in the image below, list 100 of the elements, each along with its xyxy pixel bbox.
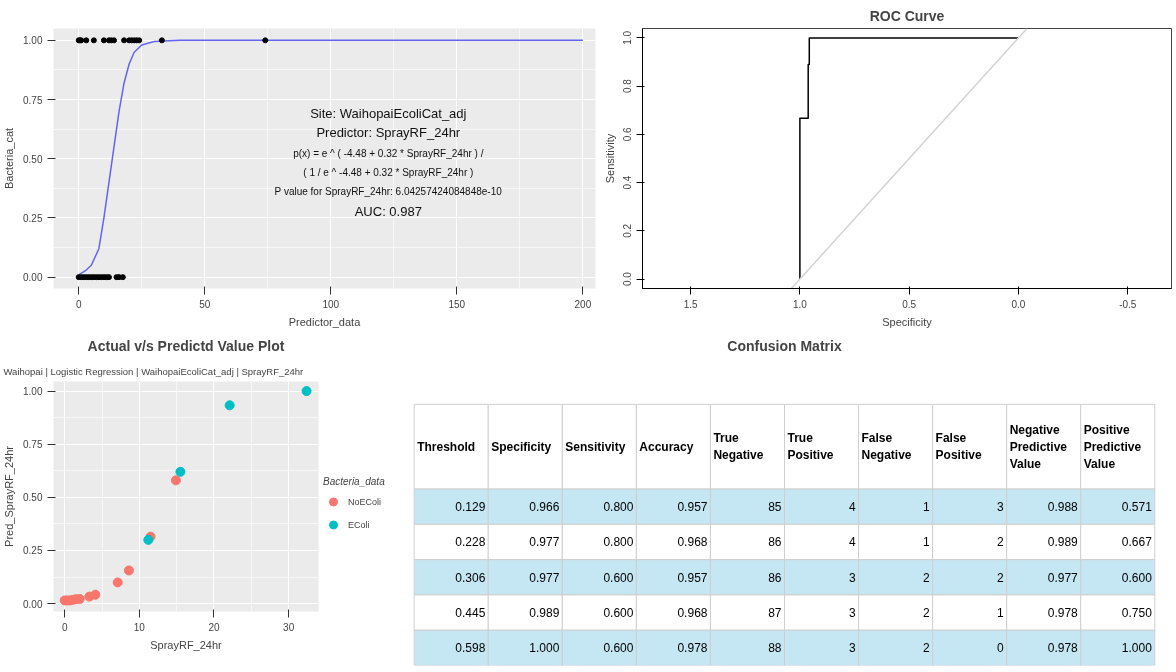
text: 2 [922,570,930,585]
text: 0.968 [677,606,708,621]
text: 2 [922,606,930,621]
text: 0.600 [1121,570,1152,585]
text: 2 [997,535,1004,550]
y-tick-label: 0.00 [23,272,43,284]
text: 0.571 [1121,500,1152,515]
text: 1 [997,606,1004,621]
text: 0.800 [603,500,634,515]
x-axis-title: SprayRF_24hr [150,638,223,651]
text: 2 [997,570,1004,585]
text: 1.000 [529,641,560,656]
text: 0.667 [1121,535,1152,550]
x-tick-label: 150 [448,298,466,310]
y-tick-label: 0.50 [23,153,43,165]
y-tick-label: 0.8 [622,78,634,94]
text: 0.989 [1047,535,1078,550]
text: 0.598 [455,641,486,656]
y-tick-label: 0.0 [622,271,634,287]
text: Confusion Matrix [727,337,842,354]
x-tick-label: 100 [322,298,340,310]
text: 4 [848,500,856,515]
x-tick-label: -0.5 [1119,298,1137,310]
y-tick-label: 1.00 [23,386,43,398]
x-tick-label: 0.0 [1011,298,1026,310]
y-tick-label: 0.2 [622,223,634,238]
text: 87 [768,606,782,621]
y-tick-label: 0.4 [622,175,634,190]
chart-subtitle: Waihopai | Logistic Regression | WaihopaiEcoliCat_adj | SprayRF_24hr [3,365,304,377]
text: 0.978 [1047,641,1078,656]
y-tick-label: 1.0 [622,30,634,45]
category-label: True Negative [713,431,764,463]
annotation: p(x) = e ^ ( -4.48 + 0.32 * SprayRF_24hr ) / [293,148,484,160]
y-axis-title: Bacteria_cat [3,127,16,190]
x-tick-label: 0.5 [902,298,917,310]
text: 86 [768,535,782,550]
text: 1 [922,500,930,515]
text: 0.445 [455,606,486,621]
text: 2 [922,641,930,656]
y-tick-label: 0.25 [23,545,43,557]
y-axis-title: Sensitivity [603,133,616,184]
text: 1.000 [1121,641,1152,656]
text: 0.800 [603,535,634,550]
y-tick-label: 0.50 [23,492,43,504]
text: 0.977 [529,535,560,550]
legend-title: Bacteria_data [323,475,385,486]
text: 0.966 [529,500,560,515]
text: 0.977 [1047,570,1078,585]
text: 0.968 [677,535,708,550]
x-axis-title: Specificity [882,315,933,328]
y-axis-title: Pred_SprayRF_24hr [3,445,16,547]
annotation: Predictor: SprayRF_24hr [316,125,461,141]
x-tick-label: 30 [283,621,295,633]
text: 0.600 [603,641,634,656]
text: 3 [848,641,856,656]
chart-title: Actual v/s Predictd Value Plot [87,337,285,354]
text: 0.228 [455,535,486,550]
category-label: True Positive [787,431,834,463]
legend-label: NoEColi [348,496,382,506]
text: 0.750 [1121,606,1152,621]
x-tick-label: 1.5 [683,298,698,310]
text: 0.957 [677,570,708,585]
y-tick-label: 0.00 [23,598,43,610]
annotation: AUC: 0.987 [354,204,422,220]
x-axis-title: Predictor_data [288,315,362,328]
text: 0.129 [455,500,486,515]
y-tick-label: 0.75 [23,439,43,451]
category-label: Threshold [417,439,476,454]
category-label: False Positive [935,431,982,463]
x-tick-label: 10 [133,621,146,633]
text: 0.306 [455,570,486,585]
text: 0.978 [677,641,708,656]
x-tick-label: 1.0 [792,298,808,310]
text: 3 [997,500,1004,515]
annotation: P value for SprayRF_24hr: 6.04257424084848e-10 [274,186,503,198]
text: 3 [848,570,856,585]
text: 0.978 [1047,606,1078,621]
text: 0.989 [529,606,560,621]
category-label: Sensitivity [565,439,626,454]
legend-label: EColi [348,519,370,529]
text: 0 [997,641,1004,656]
chart-title: ROC Curve [869,7,945,24]
text: 0.977 [529,570,560,585]
y-tick-label: 0.75 [23,94,43,106]
category-label: Negative Predictive Value [1009,422,1068,471]
category-label: False Negative [861,431,912,463]
y-tick-label: 0.6 [622,126,634,142]
x-tick-label: 0 [61,621,68,633]
annotation: ( 1 / e ^ -4.48 + 0.32 * SprayRF_24hr ) [303,167,474,179]
text: 0.957 [677,500,708,515]
x-tick-label: 0 [75,298,82,310]
text: 86 [768,570,782,585]
text: 0.988 [1047,500,1078,515]
annotation: Site: WaihopaiEcoliCat_adj [310,106,467,122]
y-tick-label: 1.00 [23,35,43,47]
category-label: Specificity [491,439,552,454]
x-tick-label: 200 [574,298,592,310]
text: 3 [848,606,856,621]
text: 4 [848,535,856,550]
text: 0.600 [603,606,634,621]
